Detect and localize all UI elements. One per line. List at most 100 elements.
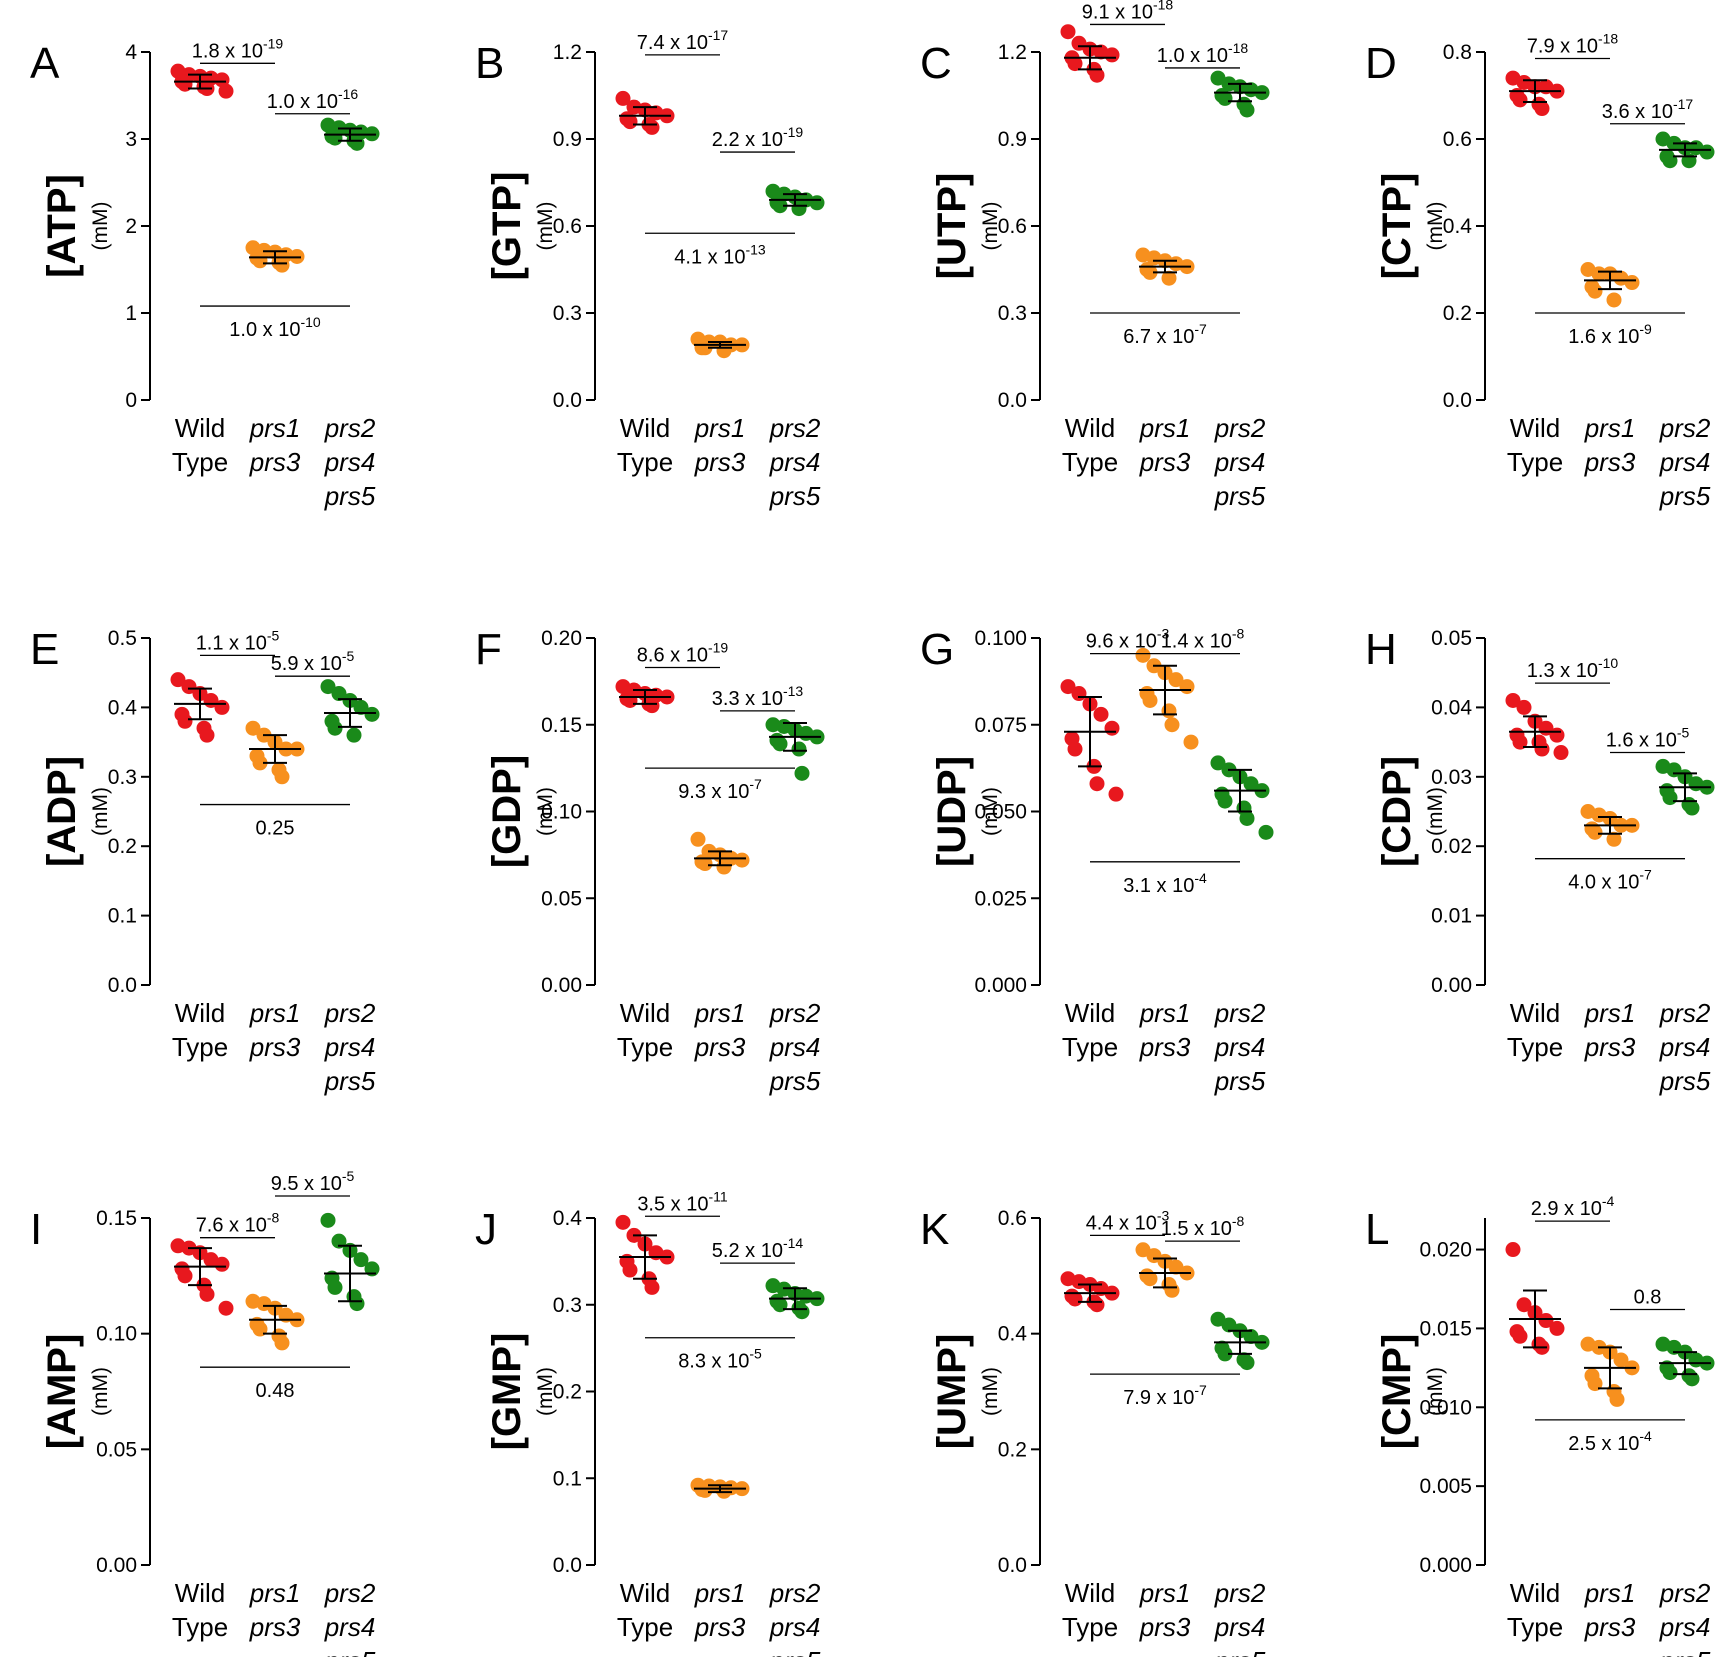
group-label: prs3	[249, 447, 301, 477]
group-label: Wild	[620, 1578, 671, 1608]
data-point	[1534, 101, 1550, 117]
panel-h: H 0.00 0.01 0.02 0.03 0.04 0.05 [CDP] (mM) Wild Ty…	[1365, 625, 1715, 1096]
panel-letter: F	[475, 625, 502, 674]
data-point	[1512, 1328, 1528, 1344]
data-point	[1135, 647, 1151, 663]
group-label: Type	[1507, 1032, 1563, 1062]
data-point	[327, 130, 343, 146]
group-label: prs4	[324, 1612, 376, 1642]
panel-b: B 0.0 0.3 0.6 0.9 1.2 [GTP] (mM) Wild Type prs1 prs…	[475, 27, 825, 511]
data-point	[1221, 1317, 1237, 1333]
group-label: prs3	[1139, 447, 1191, 477]
y-axis-label: [CMP]	[1375, 1334, 1419, 1450]
y-axis-unit: (mM)	[89, 1367, 112, 1416]
data-point	[1606, 831, 1622, 847]
group-label: prs5	[769, 1066, 821, 1096]
y-tick-label: 0.100	[974, 627, 1027, 650]
y-tick-label: 0.0	[553, 389, 582, 412]
data-point	[177, 1268, 193, 1284]
panel-i: I 0.00 0.05 0.10 0.15 [AMP] (mM) Wild Type prs1 pr…	[30, 1168, 380, 1657]
y-tick-label: 0.2	[553, 1381, 582, 1404]
p-value-label: 4.0 x 10-7	[1568, 867, 1652, 894]
group-label: prs4	[1659, 1612, 1711, 1642]
data-point	[794, 1304, 810, 1320]
data-point	[274, 769, 290, 785]
group-label: prs2	[324, 998, 376, 1028]
group-label: prs2	[769, 998, 821, 1028]
data-point	[1243, 1329, 1259, 1345]
y-tick-label: 0.9	[998, 128, 1027, 151]
data-point	[1243, 776, 1259, 792]
data-point	[1164, 1282, 1180, 1298]
group-label: Wild	[1065, 1578, 1116, 1608]
y-axis-label: [ADP]	[40, 756, 84, 867]
y-axis-label: [UMP]	[930, 1334, 974, 1450]
data-point	[1164, 717, 1180, 733]
group-label: prs3	[694, 1032, 746, 1062]
data-point	[327, 720, 343, 736]
group-label: prs5	[769, 1646, 821, 1657]
data-point	[181, 679, 197, 695]
data-point	[349, 135, 365, 151]
group-label: prs1	[249, 1578, 301, 1608]
group-label: prs3	[694, 447, 746, 477]
data-point	[1505, 1242, 1521, 1258]
data-point	[1142, 692, 1158, 708]
y-tick-label: 0.05	[96, 1438, 137, 1461]
data-point	[1587, 283, 1603, 299]
data-point	[1258, 824, 1274, 840]
data-point	[615, 90, 631, 106]
y-tick-label: 0.04	[1431, 696, 1472, 719]
p-value-label: 9.3 x 10-7	[678, 776, 762, 803]
group-label: prs2	[1214, 1578, 1266, 1608]
data-point	[1239, 102, 1255, 118]
p-value-label: 1.3 x 10-10	[1527, 655, 1619, 682]
group-label: prs3	[1584, 1612, 1636, 1642]
group-label: prs1	[1139, 998, 1191, 1028]
y-axis-unit: (mM)	[534, 202, 557, 251]
data-point	[1060, 24, 1076, 40]
y-axis-unit: (mM)	[534, 1367, 557, 1416]
p-value-label: 7.4 x 10-17	[637, 27, 729, 54]
y-tick-label: 1	[125, 302, 137, 325]
y-axis-label: [UDP]	[930, 756, 974, 867]
y-tick-label: 0.15	[96, 1207, 137, 1230]
p-value-label: 4.4 x 10-3	[1086, 1207, 1170, 1234]
panel-g: G 0.000 0.025 0.050 0.075 0.100 [UDP] (mM) Wild T…	[920, 625, 1274, 1096]
y-axis-label: [ATP]	[40, 174, 84, 278]
panel-letter: A	[30, 39, 60, 88]
p-value-label: 1.4 x 10-8	[1161, 626, 1245, 653]
data-point	[274, 257, 290, 273]
group-label: prs2	[1659, 1578, 1711, 1608]
y-tick-label: 0.6	[1443, 128, 1472, 151]
data-point	[320, 679, 336, 695]
y-axis-unit: (mM)	[1424, 787, 1447, 836]
group-label: prs2	[324, 413, 376, 443]
data-point	[353, 699, 369, 715]
group-label: prs1	[249, 413, 301, 443]
data-point	[1684, 800, 1700, 816]
group-label: prs1	[694, 413, 746, 443]
group-label: prs5	[1659, 1066, 1711, 1096]
group-label: Type	[617, 1032, 673, 1062]
group-label: prs3	[694, 1612, 746, 1642]
panel-k: K 0.0 0.2 0.4 0.6 [UMP] (mM) Wild Type prs1 prs3 pr…	[920, 1205, 1270, 1657]
data-point	[1587, 824, 1603, 840]
y-tick-label: 0.2	[998, 1438, 1027, 1461]
p-value-label: 6.7 x 10-7	[1123, 321, 1207, 348]
group-label: prs1	[694, 1578, 746, 1608]
data-point	[331, 686, 347, 702]
group-label: prs5	[324, 1646, 376, 1657]
group-label: prs2	[769, 413, 821, 443]
data-point	[1071, 686, 1087, 702]
p-value-label: 7.6 x 10-8	[196, 1210, 280, 1237]
y-tick-label: 0.03	[1431, 766, 1472, 789]
y-tick-label: 0.10	[96, 1323, 137, 1346]
group-label: Wild	[620, 998, 671, 1028]
group-label: prs5	[1659, 1646, 1711, 1657]
data-point	[1168, 1259, 1184, 1275]
group-label: prs4	[1214, 447, 1266, 477]
group-label: Wild	[175, 1578, 226, 1608]
data-point	[1217, 1346, 1233, 1362]
data-point	[765, 717, 781, 733]
